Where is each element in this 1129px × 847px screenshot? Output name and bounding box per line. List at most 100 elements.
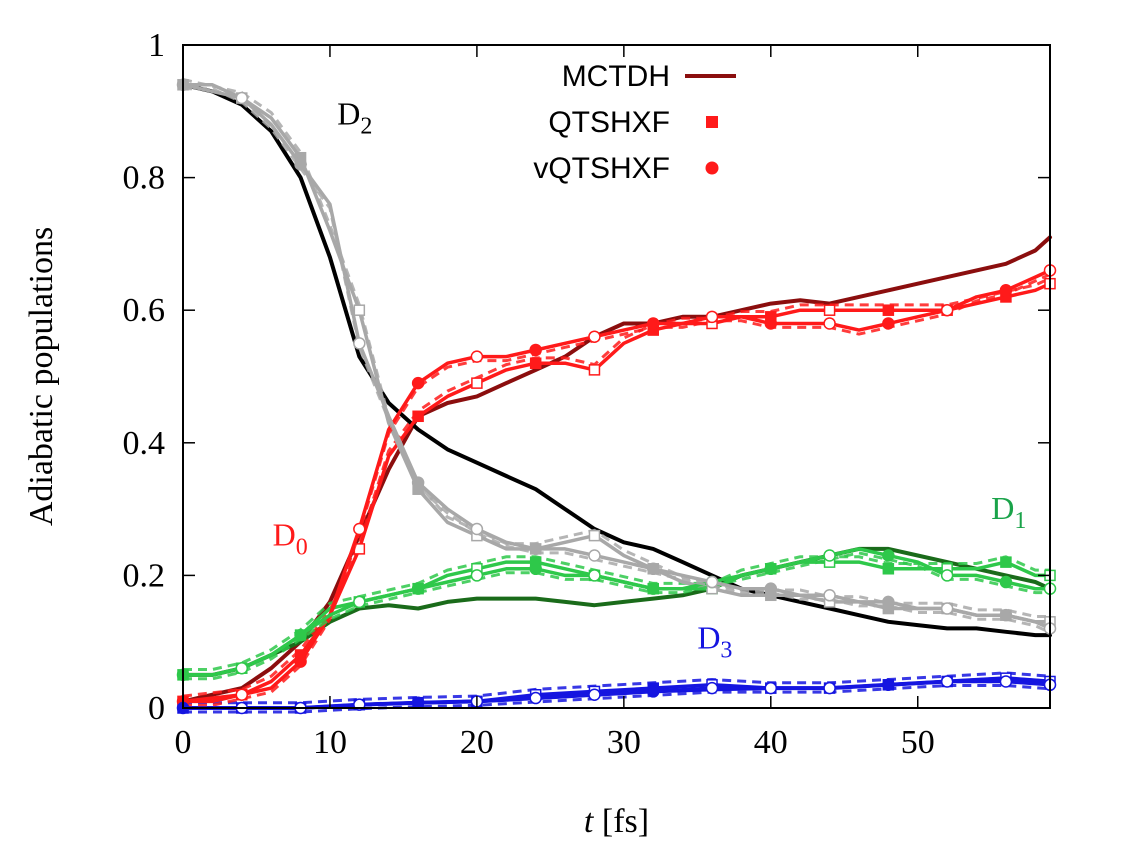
- data-point-vqtshxf-d1-4: [294, 628, 307, 642]
- y-axis-title: Adiabatic populations: [23, 227, 60, 526]
- state-label-d0-subscript: 0: [296, 535, 308, 561]
- data-point-vqtshxf-d3-12: [882, 678, 895, 692]
- data-point-vqtshxf-d2-8: [411, 476, 425, 489]
- data-point-vqtshxf-d3-4: [411, 696, 425, 709]
- data-point-vqtshxf-d1-24: [882, 549, 895, 562]
- state-label-d1: D1: [991, 490, 1026, 534]
- data-point-vqtshxf-d2-24: [882, 595, 895, 609]
- series-dashed-line-vqtshxf-d2: [183, 87, 1051, 634]
- y-tick-label-2: 0.4: [123, 425, 166, 462]
- data-point-vqtshxf-d0-8: [411, 376, 425, 390]
- series-line-vqtshxf-d1: [181, 547, 1052, 677]
- data-point-vqtshxf-d2-6: [353, 337, 366, 350]
- data-point-vqtshxf-d1-6: [353, 595, 366, 609]
- series-dashed-line-vqtshxf-d0: [183, 273, 1051, 707]
- series-vqtshxf-d2: [176, 78, 1057, 635]
- series-line-vqtshxf-d2: [181, 83, 1052, 631]
- x-axis-title-unit: [fs]: [593, 803, 649, 840]
- data-point-vqtshxf-d0-28: [999, 284, 1013, 297]
- state-label-d2-main: D: [337, 96, 360, 132]
- data-point-vqtshxf-d2-20: [764, 582, 778, 595]
- data-point-vqtshxf-d0-6: [353, 522, 366, 536]
- state-label-d2: D2: [337, 96, 372, 140]
- data-point-vqtshxf-d1-22: [823, 549, 836, 562]
- data-point-qtshxf-d2-6: [353, 304, 366, 316]
- data-point-vqtshxf-d0-16: [646, 317, 660, 330]
- state-label-d2-subscript: 2: [360, 114, 372, 140]
- data-point-vqtshxf-d2-16: [646, 562, 660, 576]
- data-point-vqtshxf-d0-12: [529, 343, 542, 357]
- x-tick-label-3: 30: [607, 724, 641, 761]
- legend-label-mctdh: MCTDH: [562, 60, 670, 93]
- data-point-vqtshxf-d3-10: [764, 681, 778, 695]
- y-tick-label-5: 1: [148, 27, 165, 64]
- data-point-vqtshxf-d2-2: [235, 91, 249, 105]
- data-point-vqtshxf-d3-9: [705, 681, 719, 695]
- data-point-qtshxf-d2-14: [588, 529, 601, 542]
- data-point-vqtshxf-d3-6: [529, 691, 542, 705]
- data-point-vqtshxf-d1-26: [940, 569, 954, 582]
- x-axis-title-variable: t: [584, 803, 595, 840]
- state-label-d3: D3: [697, 619, 732, 663]
- data-point-vqtshxf-d1-16: [646, 582, 660, 595]
- data-point-vqtshxf-d1-8: [411, 582, 425, 595]
- data-point-vqtshxf-d1-28: [999, 575, 1013, 589]
- data-point-qtshxf-d1-28: [1000, 556, 1012, 568]
- data-point-vqtshxf-d0-14: [588, 330, 601, 343]
- labels-layer: 0 10 20 30 40 50 0 0.2 0.4 0.6 0.8 1 t [fs] Adiabatic…: [23, 27, 935, 840]
- legend-item-mctdh: MCTDH: [562, 60, 736, 93]
- plot-frame: [182, 44, 1051, 709]
- data-point-qtshxf-d1-24: [882, 563, 895, 575]
- data-point-vqtshxf-d0-2: [235, 688, 249, 701]
- state-label-d0: D0: [273, 517, 308, 561]
- data-point-vqtshxf-d3-11: [823, 681, 836, 695]
- state-label-d3-subscript: 3: [720, 637, 732, 663]
- data-point-vqtshxf-d0-10: [470, 350, 484, 363]
- data-point-vqtshxf-d2-10: [470, 522, 484, 536]
- state-label-d1-subscript: 1: [1014, 508, 1026, 534]
- series-dashed-line-vqtshxf-d1: [183, 551, 1050, 681]
- state-label-d1-main: D: [991, 490, 1014, 526]
- state-label-d0-main: D: [273, 517, 296, 553]
- data-point-vqtshxf-d1-20: [764, 562, 778, 576]
- legend-item-qtshxf: QTSHXF: [548, 106, 718, 139]
- series-mctdh-d2: [181, 82, 1052, 638]
- data-point-vqtshxf-d3-7: [588, 688, 601, 701]
- data-point-vqtshxf-d0-24: [882, 317, 895, 330]
- data-point-qtshxf-d0-12: [529, 357, 542, 369]
- data-point-vqtshxf-d1-2: [235, 661, 249, 675]
- data-point-vqtshxf-d1-10: [470, 569, 484, 582]
- data-point-vqtshxf-d0-22: [823, 317, 836, 330]
- data-point-qtshxf-d0-8: [412, 410, 424, 423]
- data-point-vqtshxf-d3-8: [646, 685, 660, 698]
- series-vqtshxf-d1: [176, 547, 1057, 682]
- y-tick-label-3: 0.6: [123, 292, 166, 329]
- data-point-vqtshxf-d1-12: [529, 562, 542, 576]
- axes-layer: [182, 44, 1051, 709]
- data-point-qtshxf-d0-24: [882, 304, 895, 316]
- data-point-vqtshxf-d0-20: [764, 317, 778, 330]
- legend-swatch-vqtshxf: [705, 161, 719, 175]
- data-point-qtshxf-d0-10: [471, 377, 483, 389]
- y-tick-label-4: 0.8: [123, 160, 166, 197]
- data-point-vqtshxf-d3-13: [940, 675, 954, 688]
- x-tick-label-5: 50: [901, 724, 935, 761]
- x-tick-label-1: 10: [313, 724, 347, 761]
- state-label-d3-main: D: [697, 619, 720, 655]
- x-tick-label-4: 40: [754, 724, 788, 761]
- data-point-vqtshxf-d0-18: [705, 310, 719, 324]
- data-point-vqtshxf-d2-28: [999, 608, 1013, 622]
- legend-label-qtshxf: QTSHXF: [548, 106, 670, 139]
- legend: MCTDH QTSHXF vQTSHXF: [533, 60, 736, 185]
- y-tick-label-1: 0.2: [123, 557, 166, 594]
- legend-item-vqtshxf: vQTSHXF: [533, 152, 719, 185]
- data-point-vqtshxf-d2-18: [705, 575, 719, 589]
- series-line-mctdh-d2: [181, 82, 1052, 638]
- x-tick-label-0: 0: [175, 724, 192, 761]
- data-point-vqtshxf-d0-26: [940, 303, 954, 317]
- data-point-vqtshxf-d2-4: [294, 158, 307, 171]
- data-point-vqtshxf-d2-14: [588, 549, 601, 562]
- x-tick-label-2: 20: [460, 724, 494, 761]
- data-point-qtshxf-d0-14: [588, 364, 601, 376]
